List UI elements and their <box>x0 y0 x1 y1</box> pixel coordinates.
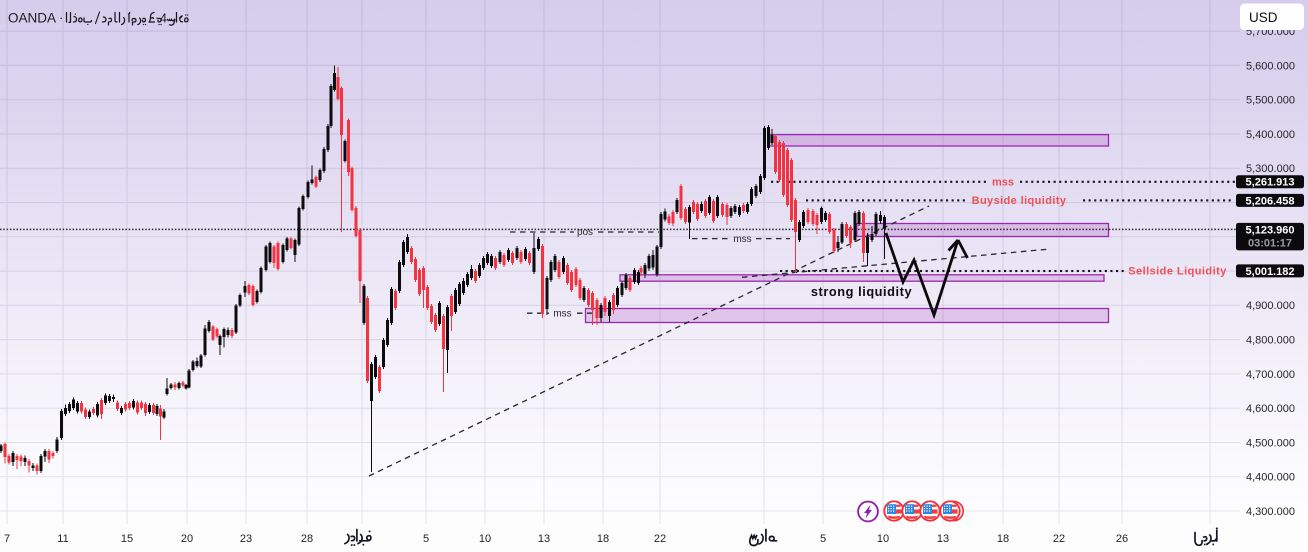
svg-text:mss: mss <box>992 177 1014 189</box>
svg-text:·: · <box>59 10 63 25</box>
svg-text:5,123.960: 5,123.960 <box>1246 225 1295 237</box>
svg-text:4: 4 <box>160 12 167 26</box>
svg-text:18: 18 <box>597 533 609 545</box>
svg-text:strong liquidity: strong liquidity <box>811 284 913 299</box>
svg-text:5,500.000: 5,500.000 <box>1246 95 1295 107</box>
svg-text:5,400.000: 5,400.000 <box>1246 129 1295 141</box>
svg-text:26: 26 <box>1116 533 1128 545</box>
svg-text:4,800.000: 4,800.000 <box>1246 335 1295 347</box>
svg-text:5,600.000: 5,600.000 <box>1246 60 1295 72</box>
svg-text:23: 23 <box>240 533 252 545</box>
svg-text:4,400.000: 4,400.000 <box>1246 472 1295 484</box>
svg-text:20: 20 <box>181 533 193 545</box>
svg-text:mss: mss <box>553 309 571 320</box>
svg-text:·: · <box>155 10 159 25</box>
svg-text:5: 5 <box>423 533 429 545</box>
svg-text:13: 13 <box>937 533 949 545</box>
svg-text:4,500.000: 4,500.000 <box>1246 437 1295 449</box>
svg-text:28: 28 <box>301 533 313 545</box>
svg-text:USD: USD <box>1249 10 1278 25</box>
svg-text:7: 7 <box>4 533 10 545</box>
svg-text:03:01:17: 03:01:17 <box>1248 238 1292 250</box>
svg-text:4,600.000: 4,600.000 <box>1246 403 1295 415</box>
svg-text:Buyside liquidity: Buyside liquidity <box>972 195 1067 207</box>
svg-text:pos: pos <box>577 227 593 238</box>
svg-text:OANDA: OANDA <box>8 11 56 26</box>
svg-text:5,261.913: 5,261.913 <box>1246 177 1295 189</box>
svg-text:10: 10 <box>479 533 491 545</box>
svg-text:22: 22 <box>1053 533 1065 545</box>
svg-text:5,001.182: 5,001.182 <box>1246 266 1295 278</box>
svg-text:5,300.000: 5,300.000 <box>1246 163 1295 175</box>
svg-text:4,900.000: 4,900.000 <box>1246 300 1295 312</box>
svg-text:22: 22 <box>654 533 666 545</box>
svg-text:4,300.000: 4,300.000 <box>1246 506 1295 518</box>
svg-text:10: 10 <box>877 533 889 545</box>
svg-text:5: 5 <box>820 533 826 545</box>
svg-text:5,206.458: 5,206.458 <box>1246 195 1295 207</box>
svg-text:Sellside Liquidity: Sellside Liquidity <box>1128 266 1227 278</box>
svg-text:4,700.000: 4,700.000 <box>1246 369 1295 381</box>
svg-text:15: 15 <box>121 533 133 545</box>
svg-text:11: 11 <box>57 533 68 545</box>
svg-text:18: 18 <box>997 533 1009 545</box>
svg-text:13: 13 <box>538 533 550 545</box>
svg-text:mss: mss <box>733 234 751 245</box>
